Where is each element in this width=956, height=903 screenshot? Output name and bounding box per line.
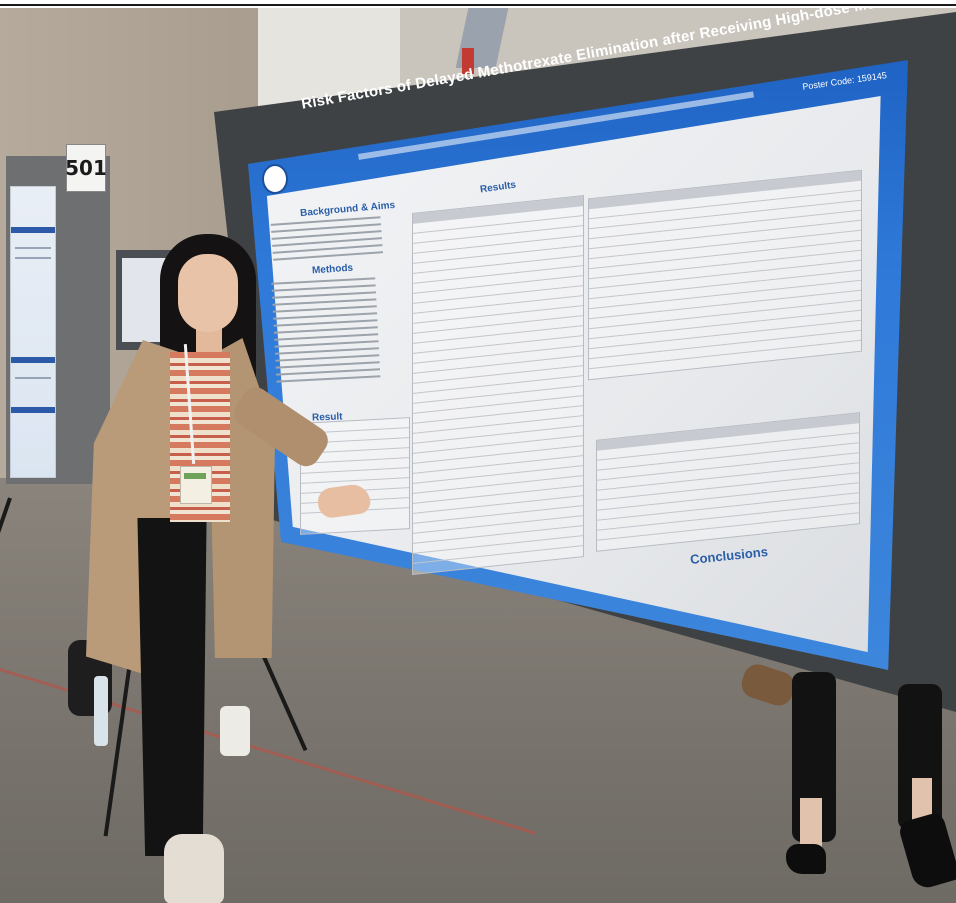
presenter-face — [178, 254, 238, 332]
methods-text-block — [271, 277, 380, 387]
booth-number-sign: 501 — [66, 144, 106, 192]
background-text-block — [271, 216, 384, 266]
university-logo — [262, 164, 288, 194]
photo-scene: 501 Risk Factors of Delayed Methotrexate… — [0, 8, 956, 903]
poster-text-line — [15, 377, 51, 379]
top-rule — [0, 4, 956, 6]
name-badge — [180, 466, 212, 504]
poster-table-1 — [412, 195, 584, 575]
poster-table-2 — [588, 170, 862, 381]
presenter-shoe — [164, 834, 224, 903]
poster-band — [11, 407, 55, 413]
poster-text-line — [15, 247, 51, 249]
water-bottle — [94, 676, 108, 746]
white-bag — [220, 706, 250, 756]
poster-band — [11, 227, 55, 233]
poster-band — [11, 357, 55, 363]
bystander-heel — [786, 844, 826, 874]
neighbor-poster — [10, 186, 56, 478]
bystander-ankle — [800, 798, 822, 848]
poster-text-line — [15, 257, 51, 259]
